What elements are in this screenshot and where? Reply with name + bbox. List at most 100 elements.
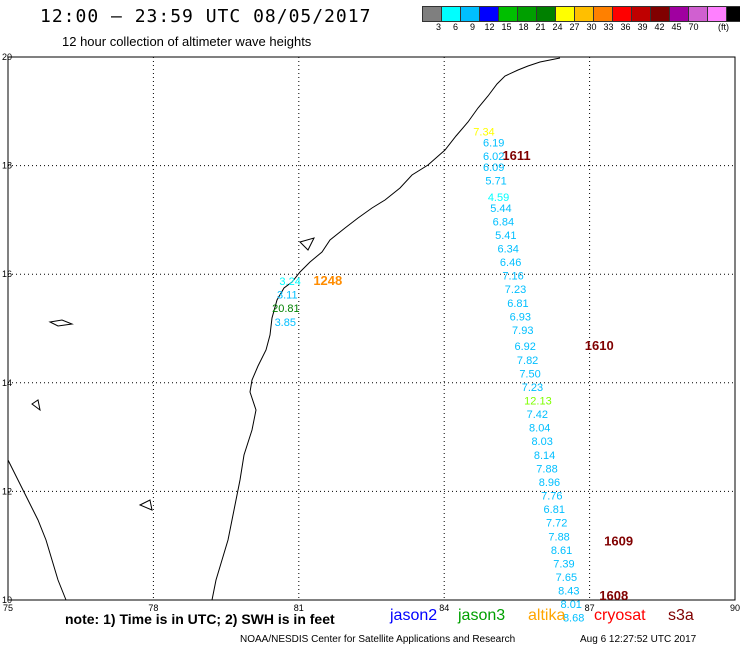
colorbar-tick-label: 15 (501, 22, 512, 32)
longitude-label: 81 (294, 603, 304, 613)
island-1 (48, 319, 74, 327)
longitude-label: 75 (3, 603, 13, 613)
legend-jason3: jason3 (458, 607, 506, 624)
wave-height-value: 6.81 (544, 504, 565, 516)
grid-lines (8, 57, 735, 600)
wave-height-value: 6.84 (493, 216, 514, 228)
longitude-label: 90 (730, 603, 740, 613)
wave-height-value: 6.93 (510, 311, 531, 323)
latitude-label: 10 (2, 595, 12, 605)
wave-height-value: 3.11 (277, 290, 298, 302)
colorbar-tick-label: 27 (569, 22, 580, 32)
wave-height-value: 8.96 (539, 477, 560, 489)
timestamp-text: Aug 6 12:27:52 UTC 2017 (580, 634, 697, 645)
wave-height-colorbar (422, 6, 740, 22)
axis-labels: 75 78 81 84 87 90 10 12 14 16 18 20 (2, 52, 740, 613)
wave-height-value: 20.81 (272, 303, 300, 315)
wave-height-value: 7.39 (553, 558, 574, 570)
colorbar-tick-label: 24 (552, 22, 563, 32)
colorbar-tick-label: 9 (469, 22, 475, 32)
wave-height-value: 8.61 (551, 545, 572, 557)
wave-height-value: 7.88 (536, 463, 557, 475)
wave-height-value: 7.88 (548, 531, 569, 543)
wave-height-value: 3.85 (275, 317, 296, 329)
map-subtitle: 12 hour collection of altimeter wave hei… (62, 34, 312, 49)
wave-height-value: 8.04 (529, 423, 550, 435)
colorbar-swatch (726, 6, 740, 22)
track-time-label: 1610 (585, 338, 614, 353)
wave-height-value: 7.23 (522, 382, 543, 394)
latitude-label: 14 (2, 378, 12, 388)
track-time-label: 1609 (604, 534, 633, 549)
coastline-west (7, 459, 67, 601)
wave-height-value: 7.34 (473, 127, 494, 139)
colorbar-tick-label: 39 (637, 22, 648, 32)
colorbar-tick-label: 18 (518, 22, 529, 32)
colorbar-tick-label: 6 (452, 22, 458, 32)
wave-height-value: 5.41 (495, 230, 516, 242)
wave-height-value: 3.24 (279, 276, 300, 288)
wave-height-value: 7.50 (519, 368, 540, 380)
colorbar-tick-label: 70 (688, 22, 699, 32)
credit-text: NOAA/NESDIS Center for Satellite Applica… (240, 634, 516, 645)
wave-height-value: 8.68 (563, 613, 584, 625)
colorbar-tick-label: 36 (620, 22, 631, 32)
wave-height-value: 7.65 (556, 572, 577, 584)
wave-height-value: 7.42 (527, 409, 548, 421)
island-3 (138, 499, 153, 511)
latitude-label: 16 (2, 269, 12, 279)
colorbar-unit: (ft) (718, 22, 729, 32)
wave-height-value: 4.59 (488, 192, 509, 204)
map-title: 12:00 – 23:59 UTC 08/05/2017 (40, 6, 372, 27)
colorbar-tick-label: 30 (586, 22, 597, 32)
wave-height-value: 5.44 (490, 203, 511, 215)
wave-height-value: 7.23 (505, 284, 526, 296)
colorbar-tick-label: 33 (603, 22, 614, 32)
wave-height-value: 7.82 (517, 355, 538, 367)
wave-height-value: 6.81 (507, 298, 528, 310)
map-frame (7, 56, 736, 601)
wave-height-value: 6.09 (483, 162, 504, 174)
track-time-label: 1611 (502, 148, 530, 163)
track-time-label: 1608 (599, 588, 628, 603)
longitude-label: 84 (439, 603, 449, 613)
wave-height-value: 8.01 (561, 599, 582, 611)
wave-height-value: 12.13 (524, 396, 552, 408)
wave-height-value: 7.72 (546, 518, 567, 530)
coastline (211, 57, 561, 601)
colorbar-tick-label: 12 (484, 22, 495, 32)
wave-height-observations: 7.346.196.026.09 5.71 4.595.446.84 5.416.34… (272, 127, 584, 625)
wave-height-value: 6.46 (500, 257, 521, 269)
wave-height-value: 8.14 (534, 450, 555, 462)
latitude-label: 20 (2, 52, 12, 62)
wave-height-value: 6.19 (483, 138, 504, 150)
footer-note: note: 1) Time is in UTC; 2) SWH is in fe… (65, 611, 335, 627)
latitude-label: 12 (2, 486, 12, 496)
legend-cryosat: cryosat (594, 607, 646, 624)
legend-jason2: jason2 (390, 607, 438, 624)
wave-height-value: 6.92 (514, 341, 535, 353)
wave-height-value: 6.34 (498, 243, 519, 255)
wave-height-value: 5.71 (485, 176, 506, 188)
wave-height-value: 6.02 (483, 151, 504, 163)
latitude-label: 18 (2, 161, 12, 171)
track-labels: 1611 1248 1610 1609 1608 (313, 148, 633, 603)
colorbar-tick-label: 45 (671, 22, 682, 32)
longitude-label: 78 (148, 603, 158, 613)
longitude-label: 87 (585, 603, 595, 613)
wave-height-value: 7.93 (512, 325, 533, 337)
colorbar-tick-label: 3 (435, 22, 441, 32)
colorbar-labels: 3 6 9 12 15 18 21 24 27 30 33 36 39 42 45 70 (422, 22, 702, 32)
legend-altika: altika (528, 607, 566, 624)
track-time-label: 1248 (313, 273, 342, 288)
island-4 (299, 237, 315, 251)
island-2 (31, 399, 41, 412)
colorbar-tick-label: 42 (654, 22, 665, 32)
colorbar-tick-label: 21 (535, 22, 546, 32)
wave-height-value: 7.76 (541, 491, 562, 503)
wave-height-value: 8.43 (558, 586, 579, 598)
wave-height-value: 7.16 (502, 271, 523, 283)
legend-s3a: s3a (668, 607, 694, 624)
wave-height-value: 8.03 (531, 436, 552, 448)
